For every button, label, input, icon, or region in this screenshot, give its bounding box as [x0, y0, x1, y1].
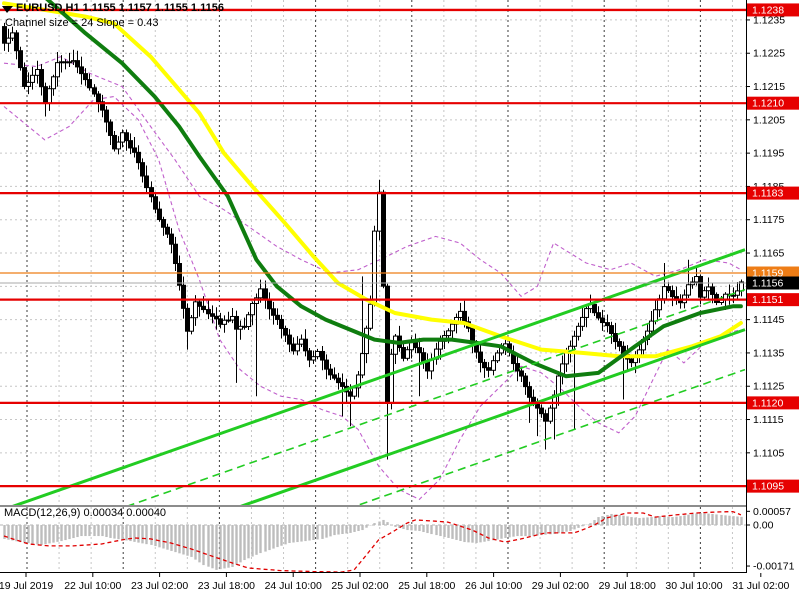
time-axis-label: 25 Jul 18:00: [398, 580, 455, 592]
time-axis-label: 30 Jul 10:00: [665, 580, 722, 592]
time-axis[interactable]: 19 Jul 2019 22 Jul 10:00 23 Jul 02:00 23 Ju…: [0, 573, 790, 592]
macd-histogram: [3, 513, 743, 570]
time-axis-label: 23 Jul 02:00: [131, 580, 188, 592]
price-badge-1.1183: [747, 186, 799, 200]
price-badge-1.1151: [747, 293, 799, 307]
price-axis-label: 1.1175: [753, 214, 784, 226]
horizontal-levels[interactable]: [0, 8, 746, 488]
macd-axis-label: 0.00: [753, 520, 774, 532]
equidistant-channel[interactable]: [4, 248, 746, 600]
price-axis[interactable]: 1.12351.12251.12151.12051.11951.11851.11…: [746, 0, 800, 573]
price-badge-label: 1.1183: [752, 188, 783, 200]
price-axis-label: 1.1135: [753, 347, 784, 359]
price-badge-label: 1.1238: [752, 4, 784, 16]
price-badge-1.1159: [747, 266, 799, 280]
channel-line-lower[interactable]: [4, 328, 746, 590]
time-axis-label: 29 Jul 02:00: [532, 580, 589, 592]
price-axis-label: 1.1225: [753, 48, 785, 60]
price-axis-label: 1.1235: [753, 14, 785, 26]
macd-panel[interactable]: [0, 507, 746, 572]
price-badge-1.1120: [747, 396, 799, 410]
price-badge-1.1210: [747, 96, 799, 110]
time-axis-label: 23 Jul 18:00: [198, 580, 255, 592]
grid-lines: [0, 0, 746, 505]
macd-indicator-label: MACD(12,26,9) 0.00034 0.00040: [4, 507, 167, 519]
price-badge-1.1156: [747, 276, 799, 290]
main-chart-area[interactable]: [0, 0, 746, 600]
object-anchor-arrow-icon: [2, 6, 13, 13]
price-axis-label: 1.1205: [753, 114, 785, 126]
price-badge-label: 1.1156: [752, 278, 783, 290]
ma-green-line: [45, 0, 743, 379]
time-axis-label: 19 Jul 2019: [0, 580, 53, 592]
price-badge-label: 1.1210: [752, 98, 784, 110]
price-badge-1.1095: [747, 479, 799, 493]
time-axis-label: 29 Jul 18:00: [599, 580, 656, 592]
channel-line-upper[interactable]: [4, 248, 746, 510]
price-axis-label: 1.1165: [753, 248, 784, 260]
macd-axis-label: -0.00171: [753, 561, 795, 573]
time-axis-label: 22 Jul 10:00: [64, 580, 121, 592]
channel-line-lower-outer[interactable]: [4, 368, 746, 600]
price-badge-label: 1.1120: [752, 397, 783, 409]
price-axis-label: 1.1125: [753, 381, 784, 393]
channel-line-median[interactable]: [4, 288, 746, 550]
price-axis-label: 1.1115: [753, 414, 784, 426]
price-axis-label: 1.1105: [753, 447, 784, 459]
deviation-bands: [3, 55, 742, 501]
price-axis-label: 1.1195: [753, 148, 784, 160]
time-axis-label: 26 Jul 10:00: [465, 580, 522, 592]
chart-title: EURUSD,H1 1.1155 1.1157 1.1155 1.1156: [16, 2, 224, 14]
macd-axis-label: 0.00057: [753, 506, 791, 518]
candlesticks: [2, 22, 744, 460]
macd-signal-line: [3, 510, 742, 572]
price-axis-label: 1.1215: [753, 81, 785, 93]
channel-annotation: Channel size = 24 Slope = 0.43: [5, 17, 159, 29]
time-axis-label: 24 Jul 10:00: [265, 580, 322, 592]
time-axis-label: 25 Jul 02:00: [331, 580, 388, 592]
price-badge-label: 1.1095: [752, 481, 784, 493]
price-badge-1.1238: [747, 3, 799, 17]
price-axis-label: 1.1145: [753, 314, 784, 326]
time-axis-label: 31 Jul 02:00: [732, 580, 789, 592]
price-badge-label: 1.1151: [752, 294, 783, 306]
